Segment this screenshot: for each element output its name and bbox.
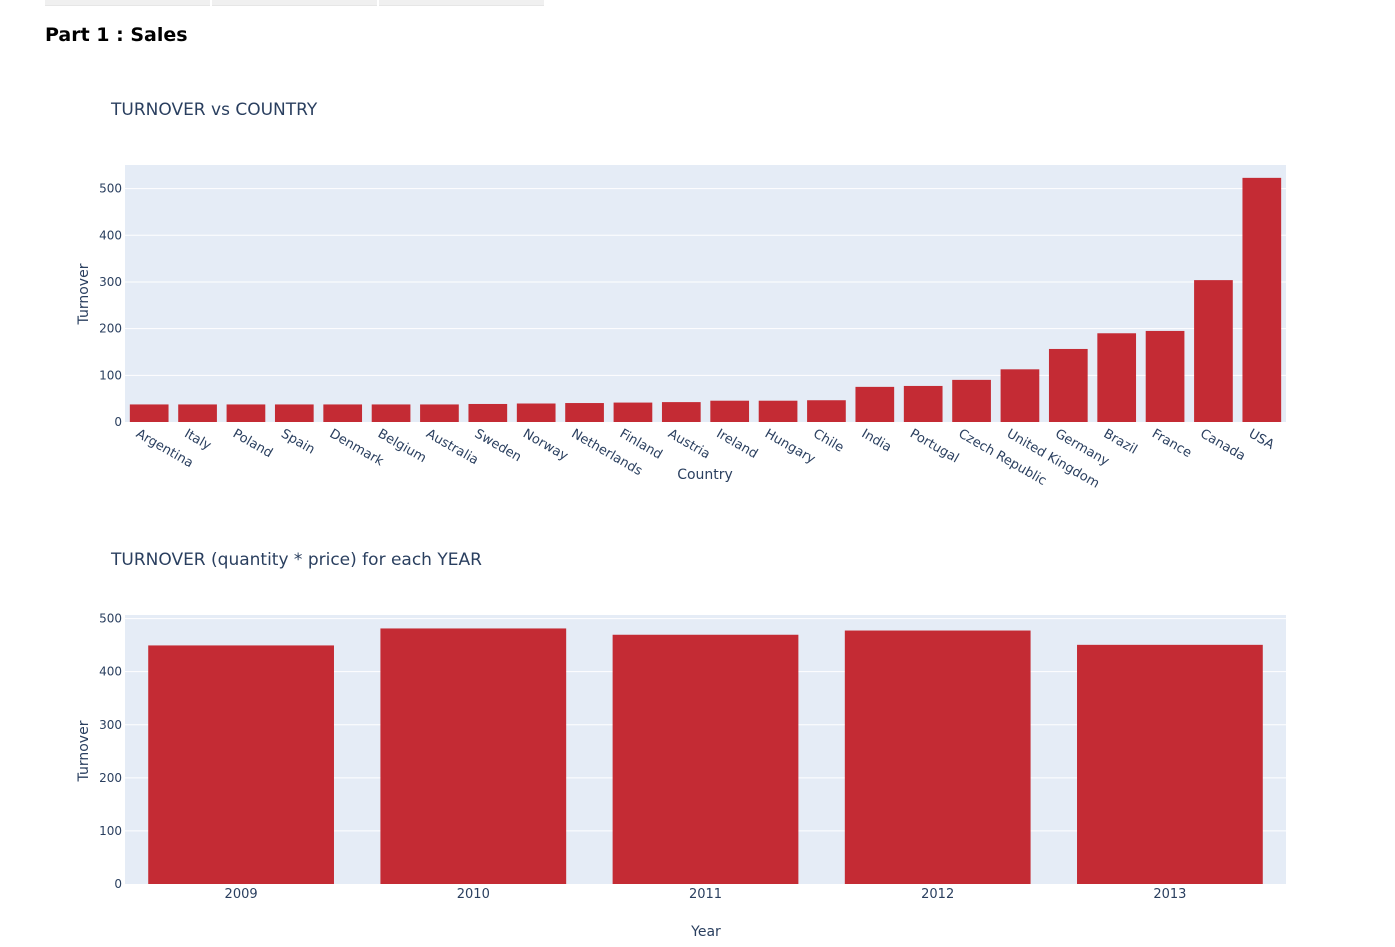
bars: [129, 177, 1282, 422]
bar[interactable]: [468, 403, 508, 422]
y-tick-label: 500: [99, 182, 122, 196]
x-tick-label: Spain: [278, 426, 317, 457]
y-tick-label: 0: [114, 415, 122, 429]
bar[interactable]: [855, 386, 895, 422]
bar[interactable]: [612, 634, 799, 884]
x-tick-label: Canada: [1197, 426, 1247, 464]
bar[interactable]: [903, 385, 943, 422]
x-tick-label: Portugal: [907, 426, 961, 466]
notebook-tabs: [45, 0, 544, 6]
bar[interactable]: [226, 404, 266, 422]
x-tick-label: India: [859, 426, 894, 455]
year-turnover-chart: TURNOVER (quantity * price) for each YEA…: [76, 550, 1286, 940]
x-tick-label: Norway: [520, 426, 570, 464]
bar[interactable]: [274, 404, 314, 422]
bar[interactable]: [1000, 369, 1040, 422]
x-axis-label: Year: [690, 924, 721, 940]
bar[interactable]: [565, 403, 604, 422]
y-tick-label: 300: [99, 275, 122, 289]
notebook-tab[interactable]: [45, 0, 210, 6]
x-tick-label: Australia: [423, 426, 480, 468]
y-axis-label: Turnover: [76, 720, 92, 782]
x-tick-label: Italy: [182, 426, 214, 453]
y-tick-label: 200: [99, 771, 122, 785]
x-tick-label: Sweden: [472, 426, 524, 465]
y-tick-label: 0: [114, 877, 122, 891]
y-tick-label: 500: [99, 612, 122, 626]
bar[interactable]: [1048, 348, 1088, 422]
bar[interactable]: [1242, 177, 1282, 422]
x-tick-label: 2010: [457, 887, 490, 902]
bars: [148, 628, 1263, 884]
bar[interactable]: [661, 402, 701, 422]
y-tick-label: 100: [99, 824, 122, 838]
y-tick-label: 200: [99, 322, 122, 336]
x-tick-label: France: [1149, 426, 1194, 461]
chart-title: TURNOVER vs COUNTRY: [110, 100, 318, 120]
bar[interactable]: [952, 379, 991, 422]
notebook-tab[interactable]: [212, 0, 377, 6]
bar[interactable]: [1194, 280, 1233, 422]
bar[interactable]: [178, 404, 217, 422]
bar[interactable]: [420, 404, 459, 422]
bar[interactable]: [148, 645, 334, 884]
x-tick-label: Hungary: [762, 426, 818, 467]
x-tick-label: Chile: [810, 426, 846, 455]
bar[interactable]: [1145, 330, 1185, 422]
x-tick-label: Austria: [665, 426, 712, 462]
bar[interactable]: [613, 402, 653, 422]
bar[interactable]: [807, 400, 846, 422]
x-tick-label: 2013: [1153, 887, 1186, 902]
plot-area: [125, 165, 1286, 422]
x-axis-label: Country: [677, 467, 733, 483]
y-tick-label: 400: [99, 228, 122, 242]
bar[interactable]: [516, 403, 556, 422]
y-tick-label: 300: [99, 718, 122, 732]
bar[interactable]: [129, 404, 169, 422]
bar[interactable]: [1097, 333, 1137, 422]
x-tick-label: 2012: [921, 887, 954, 902]
x-tick-labels: 2009 2010 2011 2012 2013: [225, 887, 1187, 902]
chart-title: TURNOVER (quantity * price) for each YEA…: [110, 550, 482, 570]
y-tick-labels: 0 100 200 300 400 500: [99, 182, 122, 429]
x-tick-label: Czech Republic: [956, 426, 1049, 488]
bar[interactable]: [371, 404, 411, 422]
bar[interactable]: [710, 400, 750, 422]
bar[interactable]: [1077, 644, 1263, 884]
y-tick-label: 100: [99, 368, 122, 382]
y-tick-labels: 0 100 200 300 400 500: [99, 612, 122, 891]
bar[interactable]: [380, 628, 567, 884]
gridlines: [125, 188, 1286, 376]
x-tick-label: 2009: [225, 887, 258, 902]
section-title: Part 1 : Sales: [45, 24, 188, 46]
y-axis-label: Turnover: [76, 263, 92, 325]
x-tick-label: 2011: [689, 887, 722, 902]
bar[interactable]: [323, 404, 363, 422]
x-tick-label: Poland: [230, 426, 275, 461]
x-tick-label: USA: [1246, 426, 1277, 452]
bar[interactable]: [758, 400, 798, 422]
x-tick-label: Ireland: [714, 426, 760, 461]
bar[interactable]: [844, 630, 1031, 884]
notebook-tab[interactable]: [379, 0, 544, 6]
y-tick-label: 400: [99, 665, 122, 679]
x-tick-label: Denmark: [327, 426, 387, 469]
